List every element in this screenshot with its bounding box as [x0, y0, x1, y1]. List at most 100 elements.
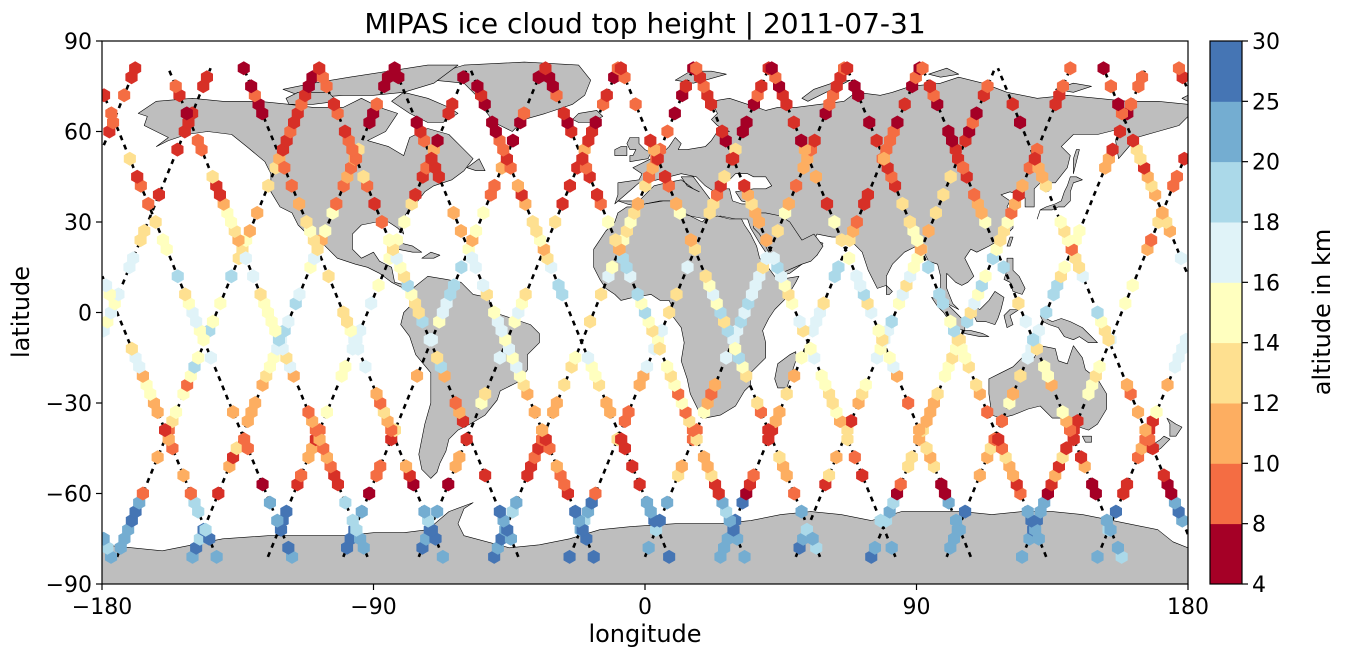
cloud-height-point [755, 79, 768, 94]
x-axis-label: longitude [588, 620, 701, 648]
cloud-height-point [1019, 314, 1032, 329]
orbit-track-descending [921, 67, 1123, 558]
colorbar-segment [1210, 161, 1242, 223]
cloud-height-point [337, 305, 350, 320]
cloud-height-point [931, 386, 944, 401]
cloud-height-point [600, 396, 613, 410]
y-axis: −90 −60 −30 0 30 60 90 [46, 30, 102, 598]
cloud-height-point [320, 405, 333, 420]
cloud-height-point [874, 513, 887, 528]
cloud-height-point [488, 178, 501, 193]
x-tick-label: −180 [72, 595, 132, 620]
cloud-height-point [1172, 61, 1185, 76]
cloud-height-point [466, 251, 479, 266]
cloud-height-point [653, 341, 666, 356]
cloud-height-point [486, 115, 499, 130]
cloud-height-point [767, 251, 780, 266]
cloud-height-point [944, 169, 957, 184]
cloud-height-point [271, 513, 284, 528]
cloud-height-point [933, 287, 946, 302]
cloud-height-point [1139, 423, 1152, 438]
cloud-height-point [631, 287, 644, 302]
orbit-track-ascending [191, 67, 393, 558]
cloud-height-point [690, 61, 703, 76]
cloud-height-point [751, 396, 764, 410]
colorbar-segment [1210, 41, 1242, 102]
cloud-height-point [510, 495, 523, 510]
cloud-height-point [659, 169, 672, 184]
cloud-height-point [979, 269, 992, 284]
cloud-height-point [488, 305, 501, 320]
land-tasmania [1082, 435, 1092, 443]
cloud-height-point [206, 169, 219, 184]
cloud-height-point [942, 124, 955, 139]
y-axis-label: latitude [7, 266, 35, 358]
cloud-height-point [922, 260, 935, 275]
cloud-height-point [558, 377, 571, 392]
land-madagascar [774, 351, 797, 389]
cloud-height-point [1127, 133, 1140, 148]
cloud-height-point [142, 196, 155, 211]
x-tick-label: 90 [903, 595, 931, 620]
land-new-zealand-north [1166, 417, 1183, 437]
cloud-height-point [920, 441, 933, 456]
cloud-height-point [760, 233, 773, 248]
cloud-height-point [457, 70, 470, 85]
cloud-height-point [670, 196, 683, 211]
cloud-height-point [536, 423, 549, 438]
cloud-height-point [411, 368, 424, 383]
cloud-height-point [446, 97, 459, 112]
cloud-height-point [517, 106, 531, 121]
land-newfoundland [466, 158, 486, 171]
cloud-height-point [563, 178, 576, 193]
cloud-height-point [293, 196, 306, 211]
x-tick-label: −90 [350, 595, 396, 620]
cloud-height-point [1093, 359, 1106, 374]
cloud-height-point [883, 350, 896, 365]
cloud-height-point [398, 215, 411, 229]
land-wrangel-island [1181, 95, 1188, 102]
cloud-height-point [278, 160, 291, 175]
cloud-height-point [460, 432, 473, 447]
cloud-height-point [872, 323, 885, 338]
cloud-height-point [718, 169, 731, 184]
cloud-height-point [370, 386, 383, 401]
cloud-height-point [970, 106, 983, 121]
cloud-height-point [679, 79, 692, 94]
cloud-height-point [903, 215, 916, 229]
cloud-height-point [894, 477, 907, 492]
cloud-height-point [1027, 332, 1040, 347]
cloud-height-point [856, 468, 869, 483]
cloud-height-point [338, 124, 352, 139]
cloud-height-point [845, 414, 858, 429]
land-java [961, 330, 990, 337]
cloud-height-point [787, 115, 800, 130]
cloud-height-point [1097, 61, 1110, 76]
colorbar-frame [1209, 40, 1243, 585]
cloud-height-point [973, 468, 986, 483]
cloud-height-point [861, 187, 874, 202]
cloud-height-point [1091, 305, 1104, 320]
cloud-height-point [684, 233, 697, 248]
cloud-height-point [622, 405, 635, 420]
land-sakhalin [1073, 149, 1080, 174]
cloud-height-point [720, 350, 733, 365]
cloud-height-point [808, 133, 821, 148]
cloud-height-point [550, 459, 563, 474]
cloud-height-point [330, 196, 343, 211]
cloud-height-point [859, 377, 872, 392]
cloud-height-point [1007, 386, 1020, 401]
cloud-height-point [118, 88, 131, 103]
cloud-height-point [569, 504, 582, 519]
cloud-height-point [716, 124, 729, 139]
cloud-height-point [1106, 142, 1119, 157]
cloud-height-point [493, 504, 506, 519]
cloud-height-point [295, 468, 308, 483]
cloud-height-point [670, 287, 683, 302]
colorbar-tick-label: 12 [1252, 392, 1280, 417]
cloud-height-point [383, 233, 396, 248]
cloud-height-point [1174, 251, 1187, 266]
x-tick-label: 0 [638, 595, 652, 620]
cloud-height-point [631, 196, 644, 211]
cloud-height-point [782, 196, 795, 211]
